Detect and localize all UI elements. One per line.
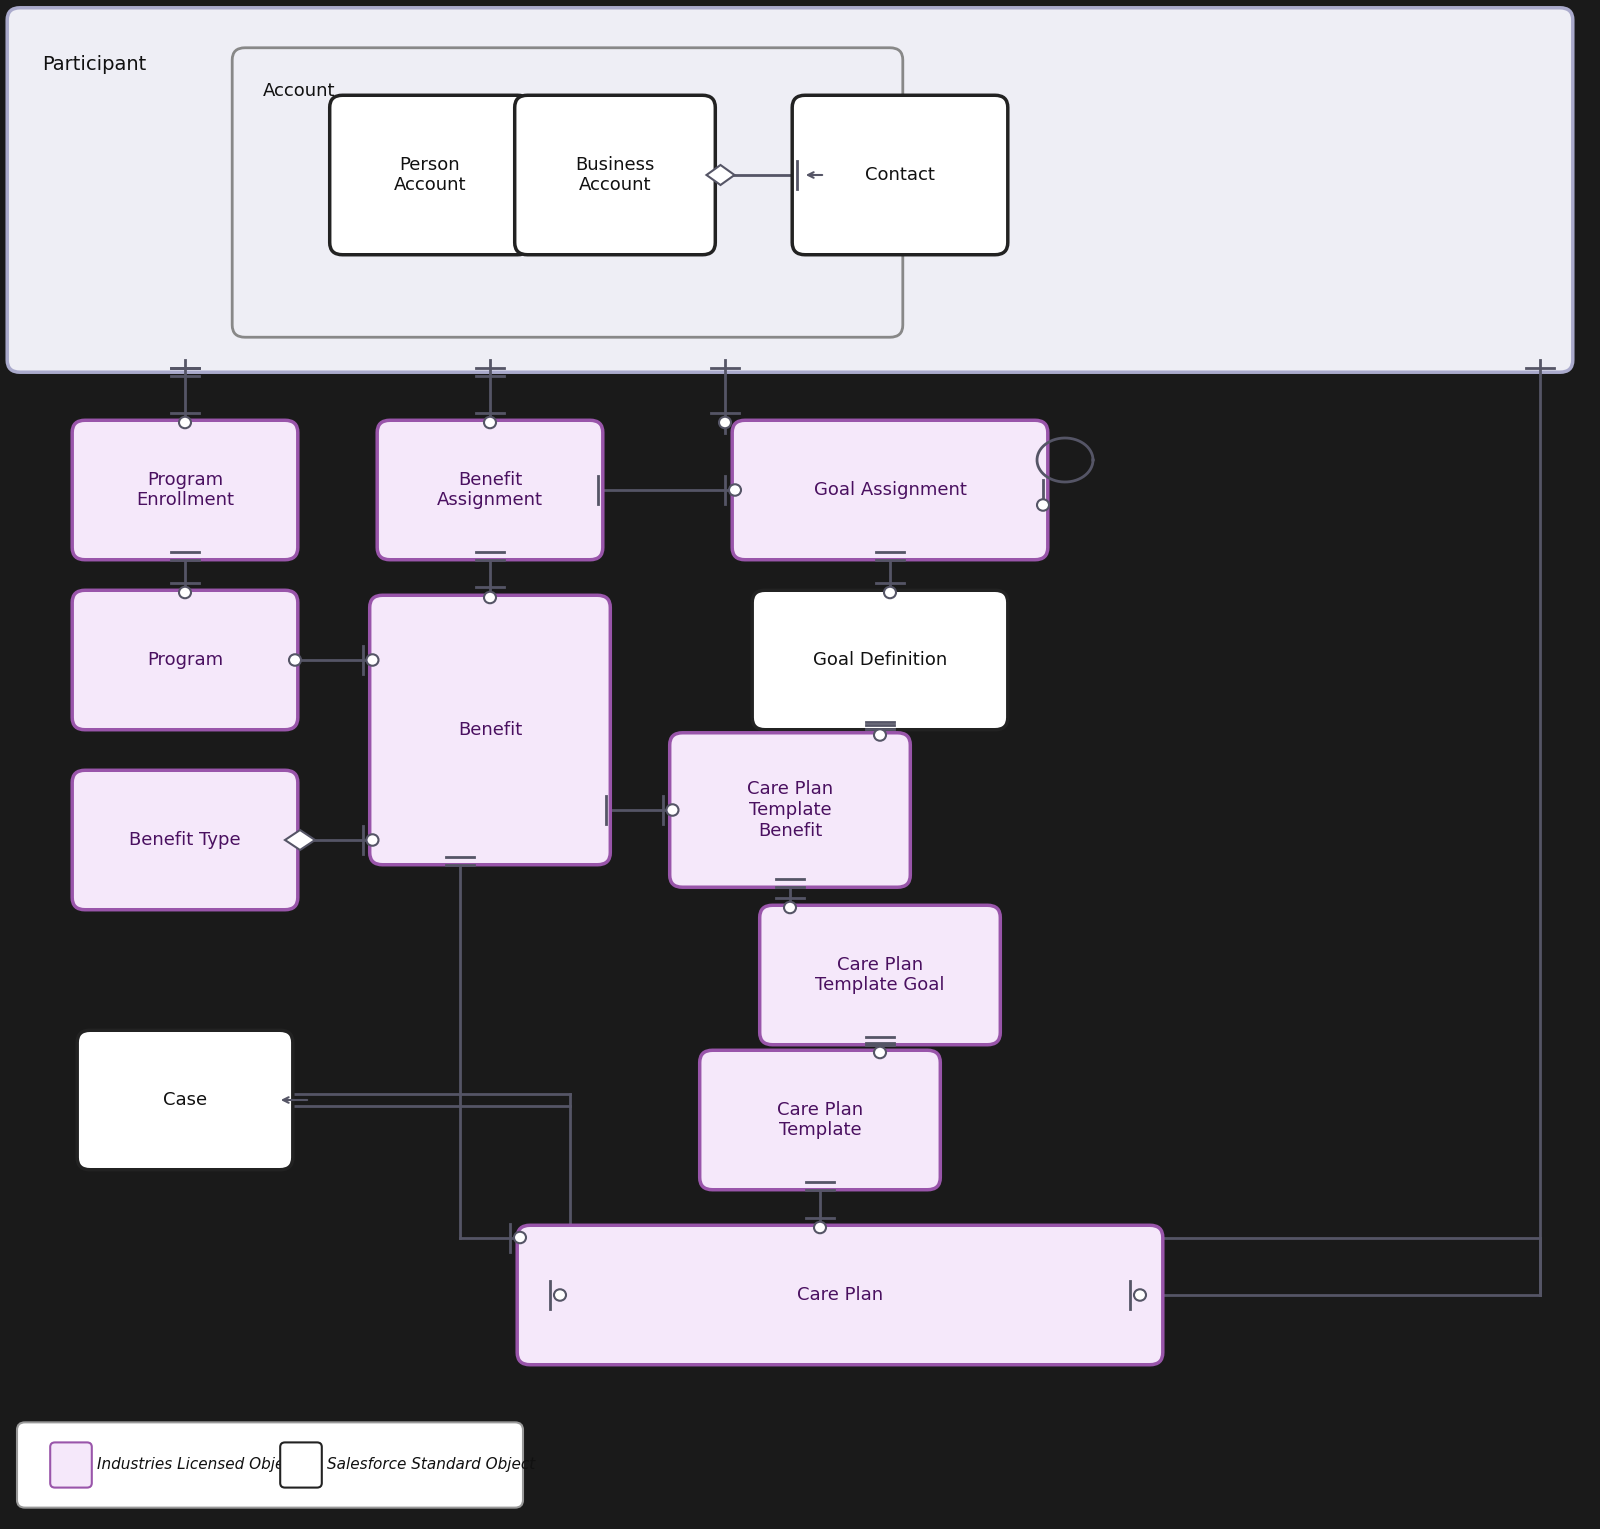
Text: Case: Case bbox=[163, 1092, 206, 1109]
FancyBboxPatch shape bbox=[370, 595, 610, 865]
Text: Benefit: Benefit bbox=[458, 722, 522, 739]
Polygon shape bbox=[285, 830, 315, 850]
Text: Participant: Participant bbox=[42, 55, 146, 73]
FancyBboxPatch shape bbox=[72, 771, 298, 910]
Circle shape bbox=[814, 1222, 826, 1234]
Text: Care Plan
Template: Care Plan Template bbox=[778, 1101, 862, 1139]
FancyBboxPatch shape bbox=[517, 1225, 1163, 1365]
FancyBboxPatch shape bbox=[792, 95, 1008, 255]
Circle shape bbox=[485, 592, 496, 604]
FancyBboxPatch shape bbox=[378, 420, 603, 560]
FancyBboxPatch shape bbox=[733, 420, 1048, 560]
Text: Salesforce Standard Object: Salesforce Standard Object bbox=[326, 1457, 536, 1472]
FancyBboxPatch shape bbox=[515, 95, 715, 255]
Text: Contact: Contact bbox=[866, 167, 934, 183]
Text: Benefit
Assignment: Benefit Assignment bbox=[437, 471, 542, 509]
Circle shape bbox=[718, 417, 731, 428]
Text: Care Plan
Template
Benefit: Care Plan Template Benefit bbox=[747, 780, 834, 839]
Text: Program: Program bbox=[147, 651, 222, 670]
Circle shape bbox=[485, 417, 496, 428]
Text: Benefit Type: Benefit Type bbox=[130, 830, 242, 849]
FancyBboxPatch shape bbox=[752, 590, 1008, 729]
FancyBboxPatch shape bbox=[72, 420, 298, 560]
FancyBboxPatch shape bbox=[280, 1442, 322, 1488]
Polygon shape bbox=[707, 165, 734, 185]
Circle shape bbox=[290, 654, 301, 665]
FancyBboxPatch shape bbox=[670, 732, 910, 887]
Circle shape bbox=[1134, 1289, 1146, 1301]
Text: Industries Licensed Object: Industries Licensed Object bbox=[98, 1457, 299, 1472]
Circle shape bbox=[366, 654, 379, 665]
Circle shape bbox=[667, 804, 678, 816]
Circle shape bbox=[730, 485, 741, 495]
Text: Business
Account: Business Account bbox=[576, 156, 654, 194]
FancyBboxPatch shape bbox=[77, 1031, 293, 1170]
FancyBboxPatch shape bbox=[8, 8, 1573, 372]
Circle shape bbox=[784, 902, 797, 913]
Text: Program
Enrollment: Program Enrollment bbox=[136, 471, 234, 509]
Text: Care Plan: Care Plan bbox=[797, 1286, 883, 1304]
FancyBboxPatch shape bbox=[232, 47, 902, 338]
Text: Person
Account: Person Account bbox=[394, 156, 466, 194]
Circle shape bbox=[1037, 500, 1050, 511]
Circle shape bbox=[179, 587, 190, 598]
Text: Goal Assignment: Goal Assignment bbox=[813, 482, 966, 498]
FancyBboxPatch shape bbox=[18, 1422, 523, 1508]
Circle shape bbox=[554, 1289, 566, 1301]
FancyBboxPatch shape bbox=[50, 1442, 91, 1488]
Circle shape bbox=[179, 417, 190, 428]
Circle shape bbox=[883, 587, 896, 598]
Circle shape bbox=[514, 1232, 526, 1243]
Circle shape bbox=[366, 835, 379, 846]
Text: Account: Account bbox=[262, 83, 336, 99]
Text: Care Plan
Template Goal: Care Plan Template Goal bbox=[816, 956, 944, 994]
FancyBboxPatch shape bbox=[699, 1050, 941, 1190]
FancyBboxPatch shape bbox=[760, 905, 1000, 1044]
Circle shape bbox=[874, 729, 886, 740]
Circle shape bbox=[874, 1047, 886, 1058]
FancyBboxPatch shape bbox=[330, 95, 530, 255]
FancyBboxPatch shape bbox=[72, 590, 298, 729]
Text: Goal Definition: Goal Definition bbox=[813, 651, 947, 670]
